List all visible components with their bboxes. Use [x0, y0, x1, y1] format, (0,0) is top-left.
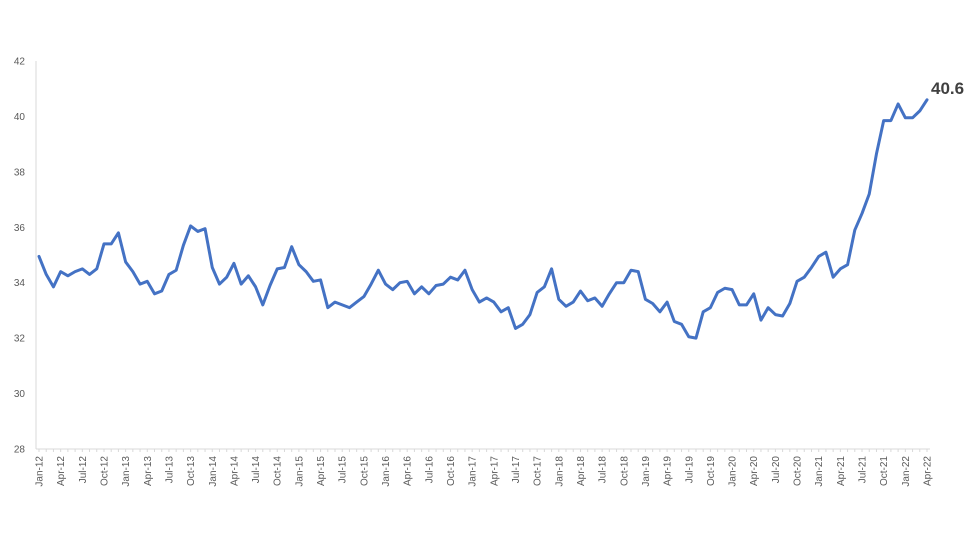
y-tick-label: 30	[14, 389, 26, 400]
x-tick-label: Apr-15	[316, 456, 327, 486]
x-tick-label: Jul-14	[251, 456, 262, 484]
x-tick-label: Jul-15	[338, 456, 349, 484]
x-tick-label: Oct-21	[879, 456, 890, 486]
x-tick-label: Apr-16	[403, 456, 414, 486]
x-tick-label: Oct-16	[446, 456, 457, 486]
x-tick-label: Oct-18	[619, 456, 630, 486]
x-tick-label: Oct-19	[706, 456, 717, 486]
end-value-label: 40.6	[931, 79, 964, 98]
x-tick-label: Jul-17	[511, 456, 522, 484]
y-axis-tick-labels: 28 30 32 34 36 38 40 42	[14, 57, 26, 456]
x-axis-tick-labels: Jan-12 Apr-12 Jul-12 Oct-12 Jan-13 Apr-13 Jul-…	[35, 456, 934, 487]
x-axis-tick-marks	[38, 449, 928, 452]
y-tick-label: 34	[14, 278, 26, 289]
x-tick-label: Jul-16	[424, 456, 435, 484]
y-tick-label: 32	[14, 334, 26, 345]
x-tick-label: Jan-20	[728, 456, 739, 487]
x-tick-label: Oct-20	[793, 456, 804, 486]
x-tick-label: Jul-19	[684, 456, 695, 484]
x-tick-label: Jan-17	[468, 456, 479, 487]
series-line	[37, 98, 929, 340]
x-tick-label: Jan-22	[901, 456, 912, 487]
x-tick-label: Jan-14	[208, 456, 219, 487]
y-tick-label: 42	[14, 57, 26, 68]
x-tick-label: Jan-21	[814, 456, 825, 487]
x-tick-label: Apr-12	[56, 456, 67, 486]
x-tick-label: Jul-13	[164, 456, 175, 484]
x-tick-label: Oct-14	[273, 456, 284, 486]
x-tick-label: Jan-13	[121, 456, 132, 487]
x-tick-label: Jan-19	[641, 456, 652, 487]
y-tick-label: 28	[14, 445, 26, 456]
x-tick-label: Apr-22	[923, 456, 934, 486]
x-tick-label: Oct-12	[99, 456, 110, 486]
x-tick-label: Jan-15	[294, 456, 305, 487]
y-tick-label: 38	[14, 167, 26, 178]
x-tick-label: Jan-12	[35, 456, 46, 487]
x-tick-label: Apr-14	[229, 456, 240, 486]
x-tick-label: Oct-13	[186, 456, 197, 486]
x-tick-label: Jul-12	[78, 456, 89, 484]
x-tick-label: Jul-21	[858, 456, 869, 484]
x-tick-label: Apr-20	[749, 456, 760, 486]
x-tick-label: Apr-18	[576, 456, 587, 486]
y-tick-label: 36	[14, 223, 26, 234]
x-tick-label: Jan-18	[554, 456, 565, 487]
x-tick-label: Apr-17	[489, 456, 500, 486]
x-tick-label: Apr-13	[143, 456, 154, 486]
x-tick-label: Apr-21	[836, 456, 847, 486]
x-tick-label: Jul-20	[771, 456, 782, 484]
x-tick-label: Oct-17	[533, 456, 544, 486]
data-points	[38, 98, 929, 339]
x-tick-label: Apr-19	[663, 456, 674, 486]
y-tick-label: 40	[14, 112, 26, 123]
x-tick-label: Jan-16	[381, 456, 392, 487]
x-tick-label: Oct-15	[359, 456, 370, 486]
x-tick-label: Jul-18	[598, 456, 609, 484]
